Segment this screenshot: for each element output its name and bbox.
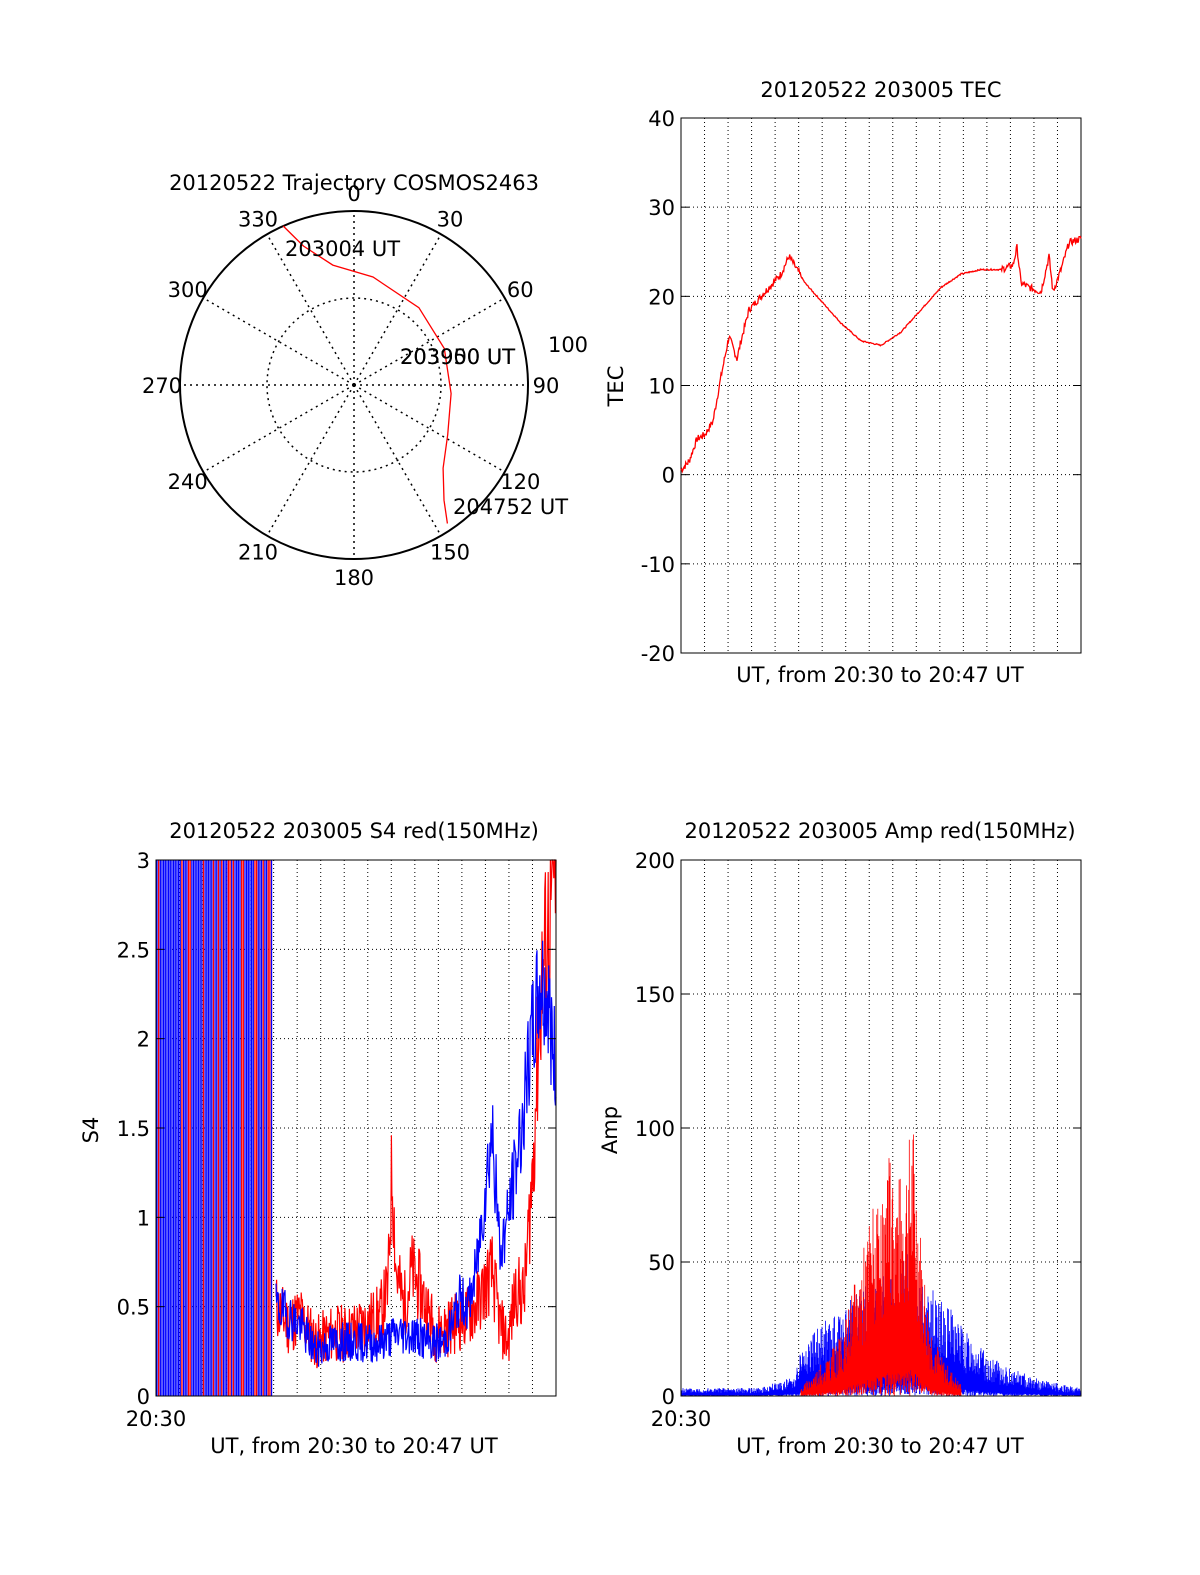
- y-tick-label: 1.5: [117, 1117, 150, 1141]
- polar-spoke: [266, 233, 355, 386]
- s4-grid: [156, 860, 556, 1396]
- s4-yticks: 0 0.5 1 1.5 2 2.5 3: [117, 849, 556, 1409]
- amp-xlabel: UT, from 20:30 to 20:47 UT: [736, 1434, 1024, 1458]
- polar-title: 20120522 Trajectory COSMOS2463: [169, 171, 539, 195]
- tec-xlabel: UT, from 20:30 to 20:47 UT: [736, 663, 1024, 687]
- y-tick-label: 20: [648, 285, 675, 309]
- annotation-mid-a: 203950 UT: [400, 345, 515, 369]
- s4-ylabel: S4: [79, 1117, 103, 1144]
- y-tick-label: 0.5: [117, 1296, 150, 1320]
- y-tick-label: 2: [137, 1028, 150, 1052]
- polar-angle-label: 270: [142, 374, 182, 398]
- polar-spoke: [202, 384, 355, 473]
- y-tick-label: 10: [648, 375, 675, 399]
- polar-angle-label: 180: [334, 566, 374, 590]
- polar-spoke: [353, 297, 506, 386]
- polar-angle-label: 210: [238, 540, 278, 564]
- y-tick-label: 0: [662, 464, 675, 488]
- y-tick-label: 2.5: [117, 938, 150, 962]
- polar-angle-label: 90: [533, 374, 560, 398]
- s4-xtick-label: 20:30: [126, 1407, 187, 1431]
- s4-series-blue: [275, 940, 557, 1367]
- y-tick-label: 30: [648, 196, 675, 220]
- polar-spoke: [353, 384, 506, 473]
- amp-ylabel: Amp: [598, 1106, 622, 1154]
- y-tick-label: 3: [137, 849, 150, 873]
- polar-radius-label: 100: [548, 333, 588, 357]
- tec-grid: [681, 118, 1081, 653]
- y-tick-label: -20: [641, 642, 675, 666]
- y-tick-label: 200: [635, 849, 675, 873]
- polar-angle-label: 0: [347, 182, 360, 206]
- y-tick-label: 50: [648, 1251, 675, 1275]
- y-tick-label: 0: [137, 1385, 150, 1409]
- tec-series-line: [680, 235, 1082, 474]
- amp-series-red: [800, 1134, 962, 1396]
- polar-inner-circle: [266, 297, 442, 473]
- tec-ylabel: TEC: [604, 366, 628, 408]
- trajectory-line: [282, 225, 452, 524]
- s4-series-red: [275, 859, 557, 1369]
- polar-spoke: [202, 297, 355, 386]
- y-tick-label: 0: [662, 1385, 675, 1409]
- polar-spoke: [353, 233, 442, 386]
- polar-spoke: [353, 384, 442, 537]
- polar-angle-label: 300: [168, 278, 208, 302]
- polar-spokes: [180, 211, 528, 559]
- polar-panel: 20120522 Trajectory COSMOS2463 0 30 60 90 12…: [142, 171, 588, 590]
- polar-angle-labels: 0 30 60 90 120 150 180 210 240 270 300 330: [142, 182, 559, 590]
- polar-spoke: [266, 384, 355, 537]
- y-tick-label: 100: [635, 1117, 675, 1141]
- y-tick-label: -10: [641, 553, 675, 577]
- amp-grid: [681, 860, 1081, 1396]
- polar-angle-label: 60: [507, 278, 534, 302]
- annotation-end: 204752 UT: [453, 495, 568, 519]
- amp-yticks: 0 50 100 150 200: [635, 849, 1081, 1409]
- y-tick-label: 1: [137, 1206, 150, 1230]
- y-tick-label: 150: [635, 983, 675, 1007]
- polar-angle-label: 330: [238, 208, 278, 232]
- amp-panel: 20120522 203005 Amp red(150MHz) 0 50 100 15…: [598, 819, 1082, 1458]
- annotation-start: 203004 UT: [285, 237, 400, 261]
- tec-yticks: -20 -10 0 10 20 30 40: [641, 107, 1081, 666]
- y-tick-label: 40: [648, 107, 675, 131]
- polar-angle-label: 30: [437, 208, 464, 232]
- polar-outer-circle: [179, 210, 529, 560]
- polar-angle-label: 240: [168, 470, 208, 494]
- polar-angle-label: 120: [500, 470, 540, 494]
- annotation-mid-b: 203900 UT: [400, 345, 515, 369]
- amp-xtick-label: 20:30: [651, 1407, 712, 1431]
- s4-noise-bands: [156, 860, 273, 1396]
- s4-panel: 20120522 203005 S4 red(150MHz) 0 0.5 1 1.5 2…: [79, 819, 557, 1458]
- amp-title: 20120522 203005 Amp red(150MHz): [684, 819, 1075, 843]
- s4-title: 20120522 203005 S4 red(150MHz): [169, 819, 539, 843]
- s4-xlabel: UT, from 20:30 to 20:47 UT: [210, 1434, 498, 1458]
- polar-angle-label: 150: [430, 540, 470, 564]
- tec-title: 20120522 203005 TEC: [760, 78, 1001, 102]
